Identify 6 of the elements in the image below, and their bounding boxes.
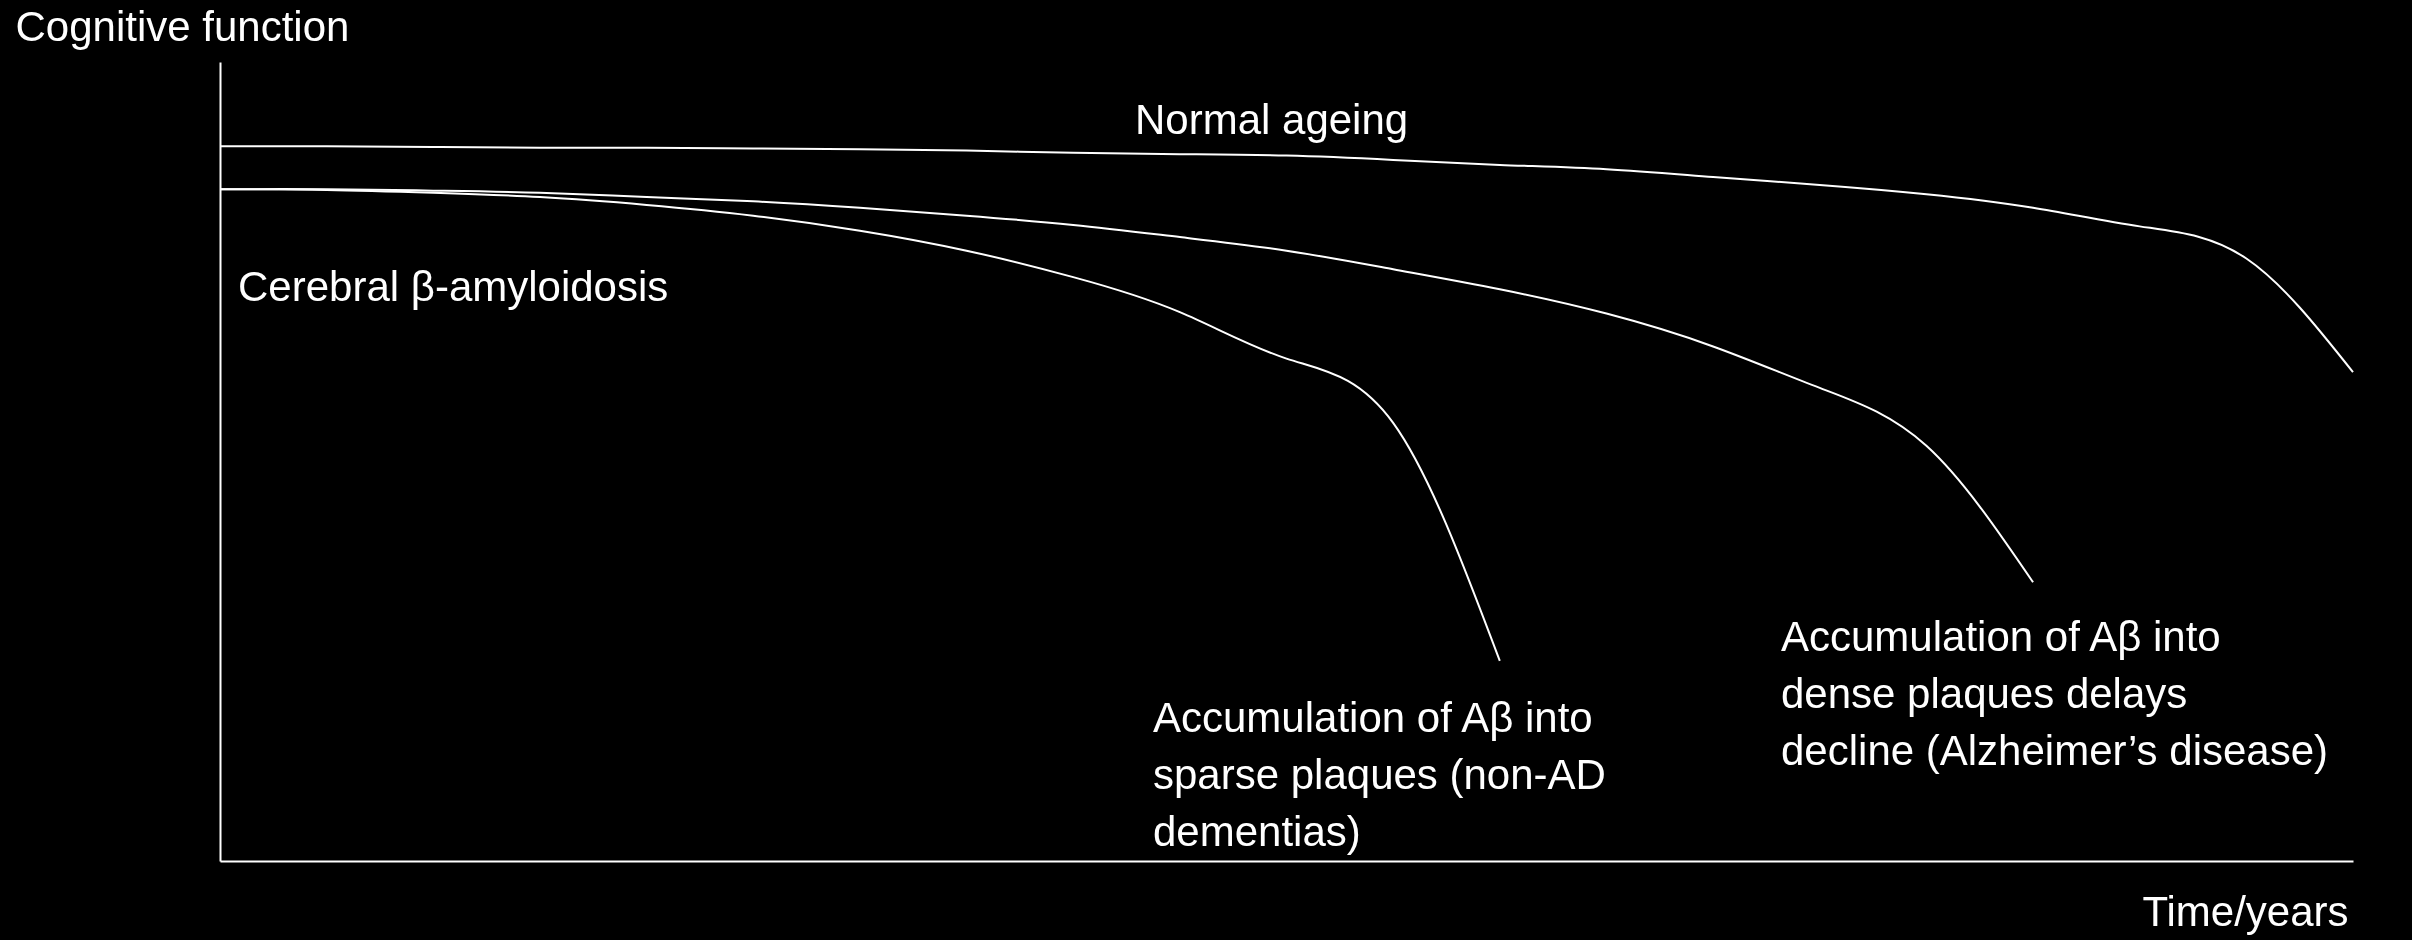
series-label: Normal ageing bbox=[1135, 96, 1409, 143]
annotation: Cerebral β-amyloidosis bbox=[238, 263, 669, 310]
y-axis-title: Cognitive function bbox=[15, 2, 350, 50]
text: Accumulation of Aβ into sparse plaques (non-AD dementias) bbox=[1153, 694, 1606, 855]
x-axis-title: Time/years bbox=[2142, 887, 2349, 935]
text: Accumulation of Aβ into dense plaques delays decline (Alzheimer’s disease) bbox=[1781, 613, 2329, 774]
